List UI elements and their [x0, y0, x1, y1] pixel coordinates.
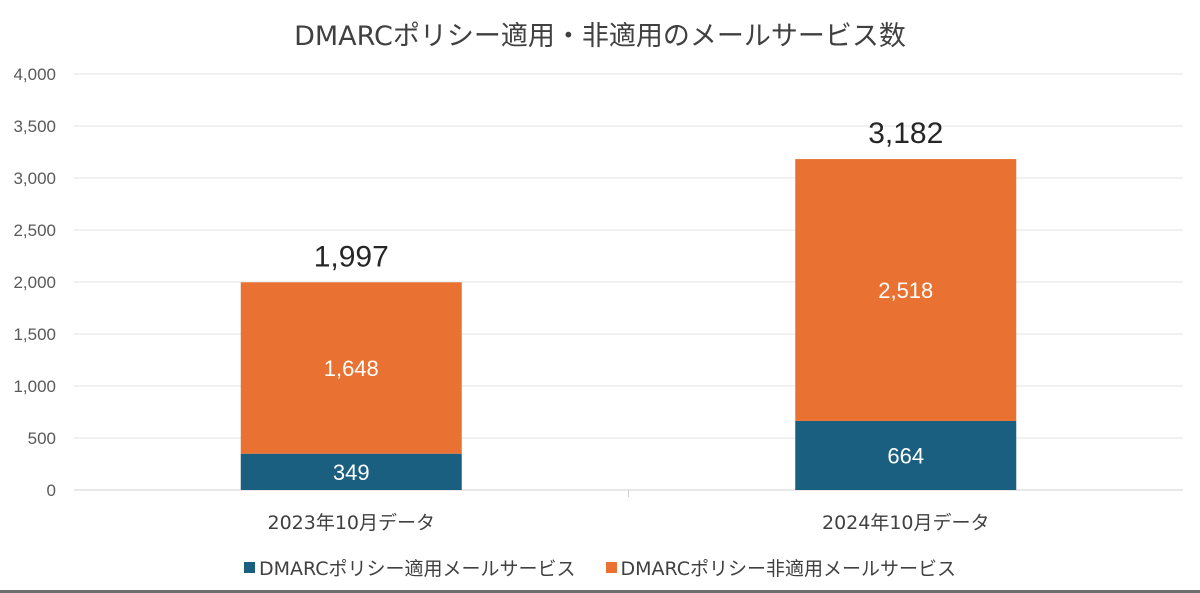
data-label: 664	[887, 443, 924, 468]
legend-label-applied: DMARCポリシー適用メールサービス	[258, 558, 576, 580]
y-tick-label: 2,500	[13, 221, 56, 240]
legend-swatch-applied	[243, 562, 255, 573]
y-tick-label: 0	[47, 481, 56, 500]
y-tick-label: 1,000	[13, 377, 56, 396]
data-label: 2,518	[878, 278, 933, 303]
data-label: 1,648	[324, 356, 379, 381]
total-label: 3,182	[868, 117, 943, 150]
chart-title: DMARCポリシー適用・非適用のメールサービス数	[294, 21, 906, 52]
bar-segment	[240, 453, 462, 490]
data-label: 349	[333, 460, 370, 485]
bottom-border	[0, 590, 1200, 593]
bar-segment	[240, 282, 462, 454]
bar-segment	[795, 159, 1017, 421]
legend: DMARCポリシー適用メールサービス DMARCポリシー非適用メールサービス	[0, 554, 1200, 581]
total-label: 1,997	[314, 240, 389, 273]
legend-item-not-applied: DMARCポリシー非適用メールサービス	[605, 554, 957, 581]
bar-segment	[795, 420, 1017, 490]
x-tick-label: 2023年10月データ	[267, 512, 435, 534]
y-tick-label: 3,500	[13, 117, 56, 136]
legend-swatch-not-applied	[605, 562, 617, 573]
legend-label-not-applied: DMARCポリシー非適用メールサービス	[620, 558, 957, 580]
y-tick-label: 2,000	[13, 273, 56, 292]
legend-item-applied: DMARCポリシー適用メールサービス	[243, 554, 576, 581]
y-tick-label: 500	[28, 429, 56, 448]
y-tick-label: 3,000	[13, 169, 56, 188]
y-tick-label: 1,500	[13, 325, 56, 344]
y-tick-label: 4,000	[13, 65, 56, 84]
x-tick-label: 2024年10月データ	[822, 512, 990, 534]
